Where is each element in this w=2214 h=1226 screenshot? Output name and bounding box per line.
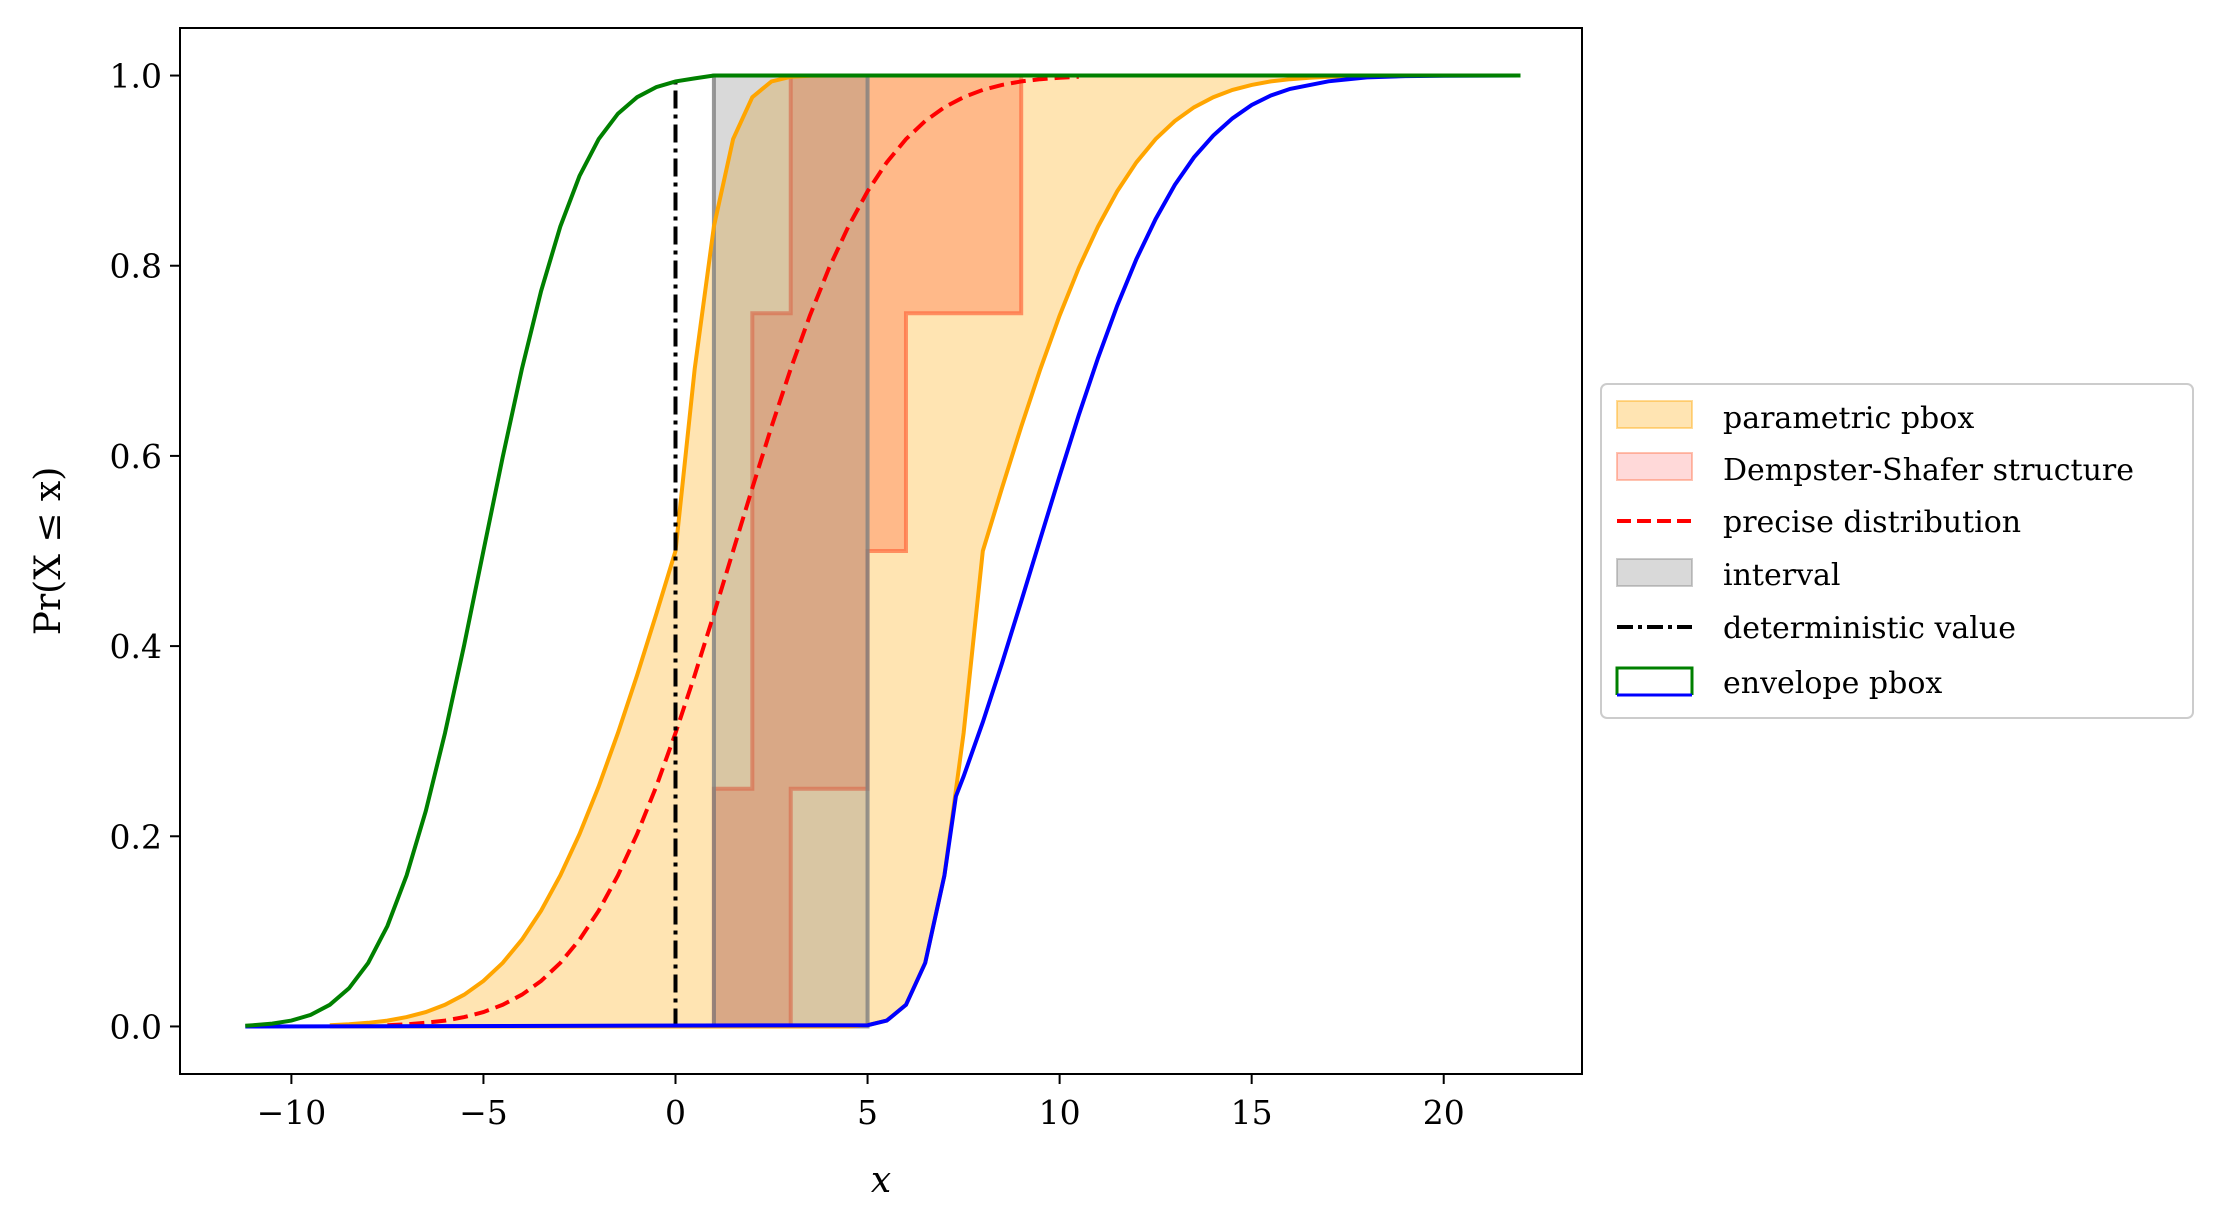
interval-box bbox=[711, 73, 870, 1029]
x-axis-label: x bbox=[871, 1160, 891, 1201]
x-tick-label: 15 bbox=[1231, 1093, 1273, 1132]
legend-frame bbox=[1600, 383, 2194, 719]
y-tick-label: 0.0 bbox=[110, 1007, 162, 1046]
legend-label-dempster-shafer: Dempster-Shafer structure bbox=[1723, 453, 2134, 488]
y-tick-label: 0.4 bbox=[110, 627, 162, 666]
x-tick-label: 0 bbox=[665, 1093, 686, 1132]
y-axis-label: Pr(X ≤ x) bbox=[28, 467, 69, 636]
legend-label-deterministic-value: deterministic value bbox=[1723, 611, 2016, 646]
legend: parametric pbox Dempster-Shafer structur… bbox=[1600, 383, 2194, 719]
plot-area bbox=[245, 73, 1521, 1029]
envelope-lower-line bbox=[245, 73, 1521, 1029]
y-tick-label: 0.2 bbox=[110, 817, 162, 856]
legend-swatch-interval bbox=[1616, 558, 1693, 587]
envelope-upper-line bbox=[245, 73, 1521, 1028]
y-axis: 0.0 0.2 0.4 0.6 0.8 1.0 bbox=[110, 57, 180, 1046]
x-tick-label: 10 bbox=[1039, 1093, 1081, 1132]
precise-distribution-line bbox=[387, 74, 1079, 1028]
parametric-pbox-fill bbox=[329, 75, 1348, 1027]
y-tick-label: 1.0 bbox=[110, 57, 162, 96]
legend-label-precise-distribution: precise distribution bbox=[1723, 505, 2021, 540]
x-tick-label: 5 bbox=[857, 1093, 878, 1132]
legend-swatch-dempster-shafer bbox=[1616, 452, 1693, 481]
y-tick-label: 0.8 bbox=[110, 247, 162, 286]
x-tick-label: −5 bbox=[459, 1093, 508, 1132]
legend-swatch-parametric-pbox bbox=[1616, 400, 1693, 429]
x-axis: −10 −5 0 5 10 15 20 bbox=[257, 1074, 1465, 1132]
x-tick-label: −10 bbox=[257, 1093, 327, 1132]
legend-label-interval: interval bbox=[1723, 558, 1841, 593]
y-tick-label: 0.6 bbox=[110, 437, 162, 476]
x-tick-label: 20 bbox=[1423, 1093, 1465, 1132]
legend-label-parametric-pbox: parametric pbox bbox=[1723, 401, 1974, 436]
axes-frame bbox=[179, 27, 1583, 1075]
legend-swatch-envelope-upper bbox=[1615, 666, 1694, 695]
legend-label-envelope-pbox: envelope pbox bbox=[1723, 666, 1942, 701]
dempster-shafer-upper-edge bbox=[711, 73, 1022, 1027]
